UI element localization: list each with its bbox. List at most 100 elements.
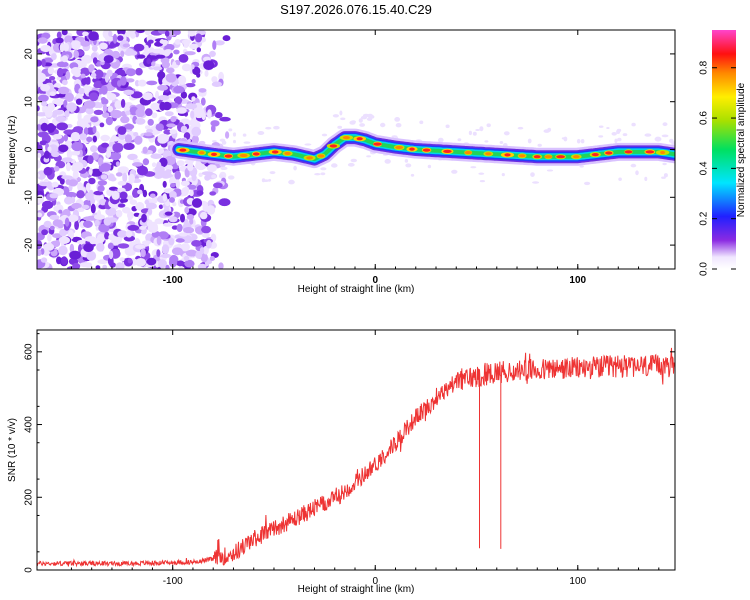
snr-panel: -100 0 100 0 200 400 600 Height of straight li… [7, 329, 676, 595]
noise-blob [110, 136, 120, 142]
noise-blob [360, 115, 368, 120]
noise-blob [146, 80, 158, 86]
noise-blob [54, 240, 60, 247]
ridge-peak-core [342, 136, 350, 140]
noise-blob [146, 128, 153, 134]
noise-blob [622, 133, 628, 137]
noise-blob [186, 214, 195, 220]
x-tick-label: -100 [163, 275, 183, 286]
y-tick-label: -10 [24, 190, 35, 205]
noise-blob [109, 152, 122, 161]
noise-blob [187, 161, 194, 172]
noise-blob [151, 196, 158, 204]
noise-blob [164, 49, 173, 54]
spectrogram-ridge [169, 128, 675, 169]
noise-blob [243, 141, 251, 144]
noise-blob [115, 172, 123, 177]
ridge-peak-core [395, 145, 404, 150]
noise-blob [580, 139, 585, 144]
noise-blob [49, 91, 56, 96]
noise-blob [233, 139, 236, 144]
noise-blob [484, 140, 489, 143]
noise-blob [134, 80, 140, 87]
noise-blob [654, 136, 662, 142]
noise-blob [47, 146, 52, 153]
noise-blob [91, 45, 98, 52]
noise-blob [157, 95, 170, 101]
noise-blob [99, 42, 108, 50]
noise-blob [88, 189, 94, 199]
noise-blob [380, 122, 386, 128]
noise-blob [221, 166, 228, 170]
noise-blob [107, 242, 114, 250]
noise-blob [90, 72, 97, 78]
noise-blob [184, 259, 195, 268]
noise-blob [82, 31, 89, 37]
noise-blob [57, 86, 70, 95]
noise-blob [144, 30, 151, 36]
noise-blob [394, 117, 401, 122]
noise-blob [87, 155, 94, 165]
noise-blob [127, 257, 133, 264]
noise-blob [46, 124, 57, 131]
noise-blob [186, 184, 197, 190]
noise-blob [206, 239, 212, 249]
noise-blob [69, 243, 75, 254]
noise-blob [142, 146, 148, 154]
noise-blob [211, 81, 222, 87]
noise-blob [71, 202, 82, 210]
ridge-peak-core [422, 148, 431, 152]
noise-blob [154, 165, 165, 173]
noise-blob [78, 87, 85, 95]
noise-blob [151, 162, 157, 168]
noise-blob [359, 123, 365, 127]
x-tick-label: 100 [569, 275, 586, 286]
noise-blob [180, 91, 188, 99]
noise-blob [184, 206, 190, 214]
noise-blob [39, 140, 48, 146]
noise-blob [222, 35, 231, 42]
noise-blob [144, 199, 150, 205]
noise-blob [97, 259, 109, 265]
noise-blob [191, 135, 199, 144]
noise-blob [120, 198, 128, 203]
noise-blob [86, 251, 97, 261]
noise-blob [468, 130, 472, 136]
noise-blob [77, 182, 84, 192]
noise-blob [185, 249, 198, 257]
noise-blob [123, 142, 135, 150]
noise-blob [189, 43, 199, 50]
noise-blob [117, 187, 126, 193]
noise-blob [112, 33, 118, 44]
ridge-peak-core [533, 155, 541, 159]
noise-blob [499, 141, 504, 144]
noise-blob [85, 107, 94, 115]
noise-blob [93, 214, 106, 220]
noise-blob [214, 112, 223, 119]
noise-blob [561, 137, 566, 140]
noise-blob [228, 128, 233, 132]
ridge-peak-core [660, 150, 666, 155]
noise-blob [111, 190, 120, 200]
noise-blob [41, 101, 48, 107]
noise-blob [68, 179, 78, 187]
noise-blob [160, 57, 170, 64]
noise-blob [62, 79, 68, 86]
noise-blob [52, 233, 63, 239]
noise-blob [56, 61, 69, 68]
noise-blob [96, 242, 105, 252]
noise-blob [57, 93, 66, 98]
noise-blob [127, 153, 138, 161]
noise-blob [83, 220, 93, 228]
noise-blob [537, 143, 542, 147]
noise-blob [451, 169, 458, 174]
noise-blob [177, 75, 187, 85]
noise-blob [152, 48, 163, 54]
noise-blob [83, 85, 93, 91]
noise-blob [59, 228, 68, 237]
ridge-peak-core [645, 150, 655, 154]
noise-blob [154, 218, 164, 225]
noise-blob [101, 142, 109, 148]
noise-blob [145, 108, 153, 117]
